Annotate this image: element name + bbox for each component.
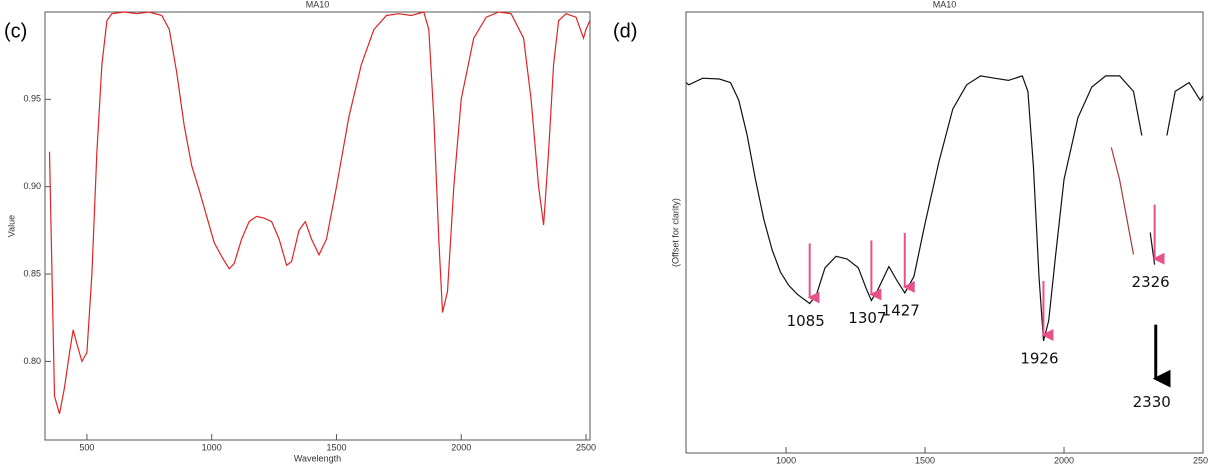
x-tick-label: 2500 [1193,455,1208,465]
annotation-label: 2330 [1133,393,1171,411]
x-tick-label: 2500 [576,442,596,452]
series-line [1166,81,1204,136]
y-axis-label: Value [6,215,16,237]
annotation-label: 1926 [1020,349,1058,367]
y-tick-label: 0.90 [23,181,41,191]
y-tick-label: 0.85 [23,268,41,278]
annotation-label: 1085 [787,312,825,330]
chart-title: MA10 [306,0,330,9]
annotation-label: 1307 [848,309,886,327]
x-tick-label: 1500 [915,455,935,465]
series-line [48,11,591,414]
x-tick-label: 1000 [776,455,796,465]
x-tick-label: 1500 [326,442,346,452]
y-tick-label: 0.80 [23,356,41,366]
panel-label: (c) [4,20,27,42]
x-tick-label: 2000 [451,442,471,452]
plot-frame [44,11,591,441]
y-tick-label: 0.95 [23,94,41,104]
y-axis-label: (Offset for clarity) [670,198,680,267]
series-line [1110,147,1135,255]
plot-frame [685,11,1204,454]
x-tick-label: 2000 [1054,455,1074,465]
x-tick-label: 1000 [202,442,222,452]
annotation-label: 1427 [882,301,920,319]
series-line [685,75,1143,342]
chart-title: MA10 [933,0,957,9]
x-axis-label: Wavelength [294,453,341,463]
x-tick-label: 500 [79,442,94,452]
panel-label: (d) [613,20,637,42]
annotation-label: 2326 [1132,273,1170,291]
